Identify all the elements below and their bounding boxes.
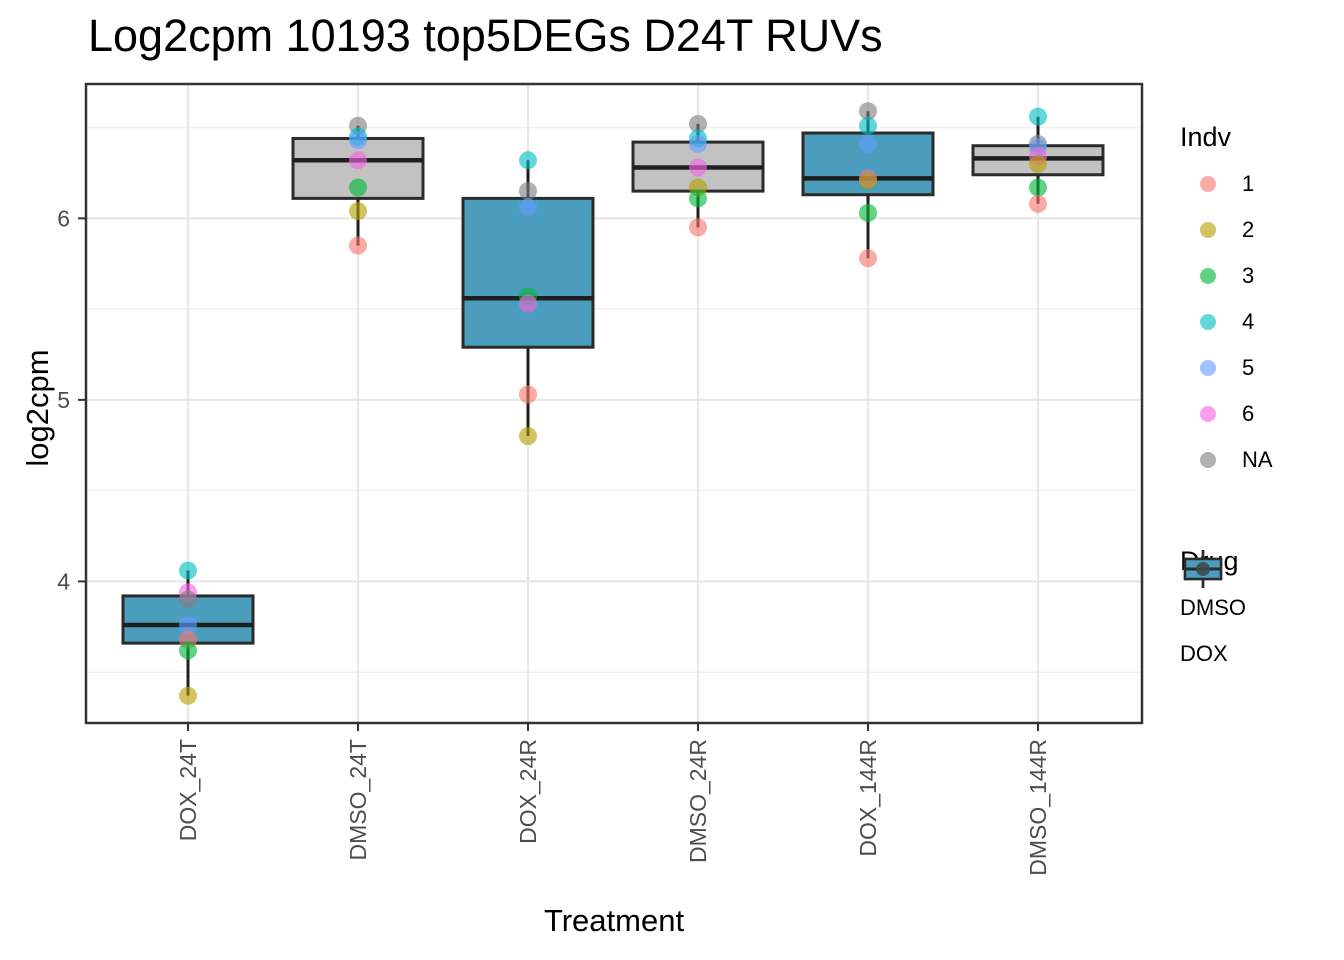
legend-dot-icon [1200, 268, 1216, 284]
data-point-indv3-DMSO_24T [349, 178, 367, 197]
x-tick-label-DMSO_24T: DMSO_24T [345, 739, 371, 860]
legend-drug-item-DOX: DOX [1180, 550, 1246, 677]
legend-indv-label: 4 [1242, 309, 1255, 334]
legend-dot-icon [1200, 360, 1216, 376]
data-point-indv5-DMSO_24R [689, 134, 707, 153]
data-point-indv1-DMSO_24R [689, 218, 707, 237]
data-point-indv5-DOX_24R [519, 198, 537, 217]
legend-indv-label: 5 [1242, 355, 1255, 380]
box-DOX_24R [461, 196, 595, 349]
legend-indv-item-4: 4 [1180, 299, 1273, 345]
data-point-indv4-DOX_24T [179, 561, 197, 580]
y-tick-label: 5 [57, 387, 70, 413]
legend-indv-label: NA [1242, 447, 1273, 472]
legend-indv-label: 6 [1242, 401, 1255, 426]
data-point-indv6-DMSO_24T [349, 151, 367, 170]
x-axis-title: Treatment [543, 903, 685, 938]
data-point-indv1-DMSO_144R [1029, 194, 1047, 213]
data-point-indvNA-DMSO_24R [689, 114, 707, 133]
panel-border [84, 82, 1144, 725]
chart-title: Log2cpm 10193 top5DEGs D24T RUVs [88, 10, 883, 61]
legend-dot-icon [1200, 176, 1216, 192]
data-point-indv4-DOX_144R [859, 116, 877, 135]
data-point-indv1-DOX_24R [519, 385, 537, 404]
data-point-indvNA-DOX_24R [519, 182, 537, 201]
legend-indv-item-5: 5 [1180, 345, 1273, 391]
y-tick-label: 6 [57, 205, 70, 231]
legend-indv-item-2: 2 [1180, 207, 1273, 253]
x-tick-label-DMSO_144R: DMSO_144R [1025, 739, 1051, 876]
data-point-indv5-DOX_144R [859, 134, 877, 153]
data-point-indv2-DOX_24R [519, 427, 537, 446]
legend-indv-item-3: 3 [1180, 253, 1273, 299]
y-tick-label: 4 [57, 568, 70, 594]
legend-indv-item-1: 1 [1180, 161, 1273, 207]
data-point-indvNA-DOX_144R [859, 102, 877, 121]
legend-drug-label: DMSO [1180, 595, 1246, 620]
data-point-indv3-DOX_144R [859, 203, 877, 222]
data-point-indv2-DOX_24T [179, 686, 197, 705]
data-point-indvNA-DOX_24T [179, 590, 197, 609]
legend-indv-label: 3 [1242, 263, 1255, 288]
data-point-indv1-DMSO_24T [349, 236, 367, 255]
legend-indv-label: 1 [1242, 171, 1255, 196]
data-point-indv2-DOX_144R [859, 171, 877, 190]
data-point-indv3-DOX_24T [179, 641, 197, 660]
data-point-indv2-DMSO_24T [349, 202, 367, 221]
legend-indv-title: Indv [1180, 122, 1232, 152]
data-point-indv3-DMSO_144R [1029, 178, 1047, 197]
x-tick-label-DMSO_24R: DMSO_24R [685, 739, 711, 863]
legend-indv-label: 2 [1242, 217, 1255, 242]
legend-indv-item-6: 6 [1180, 391, 1273, 437]
data-point-indv5-DOX_24T [179, 615, 197, 634]
legend-dot-icon [1200, 452, 1216, 468]
data-point-indv1-DOX_144R [859, 249, 877, 268]
x-tick-label-DOX_24R: DOX_24R [515, 739, 541, 844]
data-point-indv6-DMSO_24R [689, 158, 707, 177]
boxplot-key-icon [1183, 550, 1223, 588]
legend-dot-icon [1200, 406, 1216, 422]
data-point-indv6-DOX_24R [519, 294, 537, 313]
data-point-indv4-DMSO_144R [1029, 107, 1047, 126]
data-point-indv4-DOX_24R [519, 151, 537, 170]
data-point-indv3-DMSO_24R [689, 189, 707, 208]
legend-dot-icon [1200, 314, 1216, 330]
data-point-indv5-DMSO_24T [349, 131, 367, 150]
legend-drug-label: DOX [1180, 641, 1228, 666]
x-tick-label-DOX_24T: DOX_24T [175, 739, 201, 841]
legend-dot-icon [1200, 222, 1216, 238]
panel-background [86, 84, 1142, 723]
data-point-indv2-DMSO_144R [1029, 154, 1047, 173]
legend-indv: Indv 1 2 3 4 5 6 NA [1180, 122, 1273, 483]
x-tick-label-DOX_144R: DOX_144R [855, 739, 881, 857]
legend-indv-item-NA: NA [1180, 437, 1273, 483]
